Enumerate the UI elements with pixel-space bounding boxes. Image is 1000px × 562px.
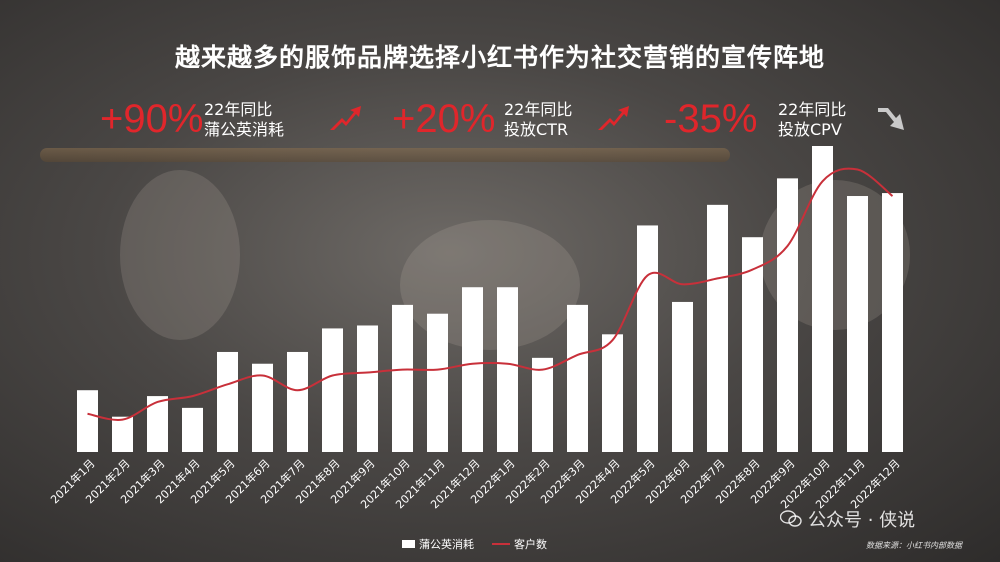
- page-title: 越来越多的服饰品牌选择小红书作为社交营销的宣传阵地: [174, 43, 825, 72]
- bar-2021年12月: [462, 287, 483, 452]
- data-source: 数据来源：小红书内部数据: [866, 541, 962, 550]
- watermark: 公众号 · 侠说: [780, 506, 915, 532]
- bar-2021年1月: [77, 390, 98, 452]
- stat-cpv: -35% 22年同比 投放CPV: [664, 96, 924, 146]
- stat-percent: +20%: [392, 97, 496, 141]
- bar-2021年11月: [427, 313, 448, 452]
- bar-2021年3月: [147, 396, 168, 452]
- bar-2021年6月: [252, 363, 273, 452]
- bar-2022年7月: [707, 204, 728, 452]
- legend-line-label: 客户数: [514, 538, 547, 551]
- stat-percent: +90%: [100, 97, 204, 141]
- bar-2022年11月: [847, 196, 868, 452]
- bar-2021年8月: [322, 328, 343, 452]
- chart-legend: 蒲公英消耗 客户数: [402, 536, 547, 552]
- legend-bar-swatch: [402, 540, 415, 548]
- stat-label: 22年同比 蒲公英消耗: [204, 100, 285, 139]
- bar-2021年4月: [182, 407, 203, 452]
- bar-2022年4月: [602, 334, 623, 452]
- trend-up-icon: [330, 106, 361, 130]
- bar-2022年1月: [497, 287, 518, 452]
- trend-down-icon: [878, 108, 904, 130]
- stat-ctr: +20% 22年同比 投放CTR: [392, 96, 652, 146]
- trend-up-icon: [598, 106, 629, 130]
- bar-2022年3月: [567, 304, 588, 452]
- line-series-客户数: [87, 167, 894, 421]
- wechat-icon: [780, 510, 802, 527]
- stat-label: 22年同比 投放CTR: [504, 100, 573, 139]
- bar-2022年9月: [777, 178, 798, 452]
- bar-2021年2月: [112, 416, 133, 452]
- clothes-rail-decoration: [40, 148, 730, 162]
- bar-2021年9月: [357, 325, 378, 452]
- stat-percent: -35%: [664, 97, 758, 141]
- bar-2022年2月: [532, 357, 553, 452]
- stat-label: 22年同比 投放CPV: [778, 100, 847, 139]
- legend-line-swatch: [492, 543, 510, 545]
- bar-2022年8月: [742, 237, 763, 452]
- legend-bar-label: 蒲公英消耗: [419, 538, 474, 551]
- bar-2021年10月: [392, 304, 413, 452]
- bar-2022年5月: [637, 225, 658, 452]
- bar-2021年5月: [217, 351, 238, 452]
- hanger-decoration: [120, 170, 240, 340]
- bar-2021年7月: [287, 351, 308, 452]
- bar-2022年10月: [812, 146, 833, 452]
- bar-2022年12月: [882, 193, 903, 453]
- bar-2022年6月: [672, 301, 693, 452]
- stat-dandelion-spend: +90% 22年同比 蒲公英消耗: [100, 96, 370, 146]
